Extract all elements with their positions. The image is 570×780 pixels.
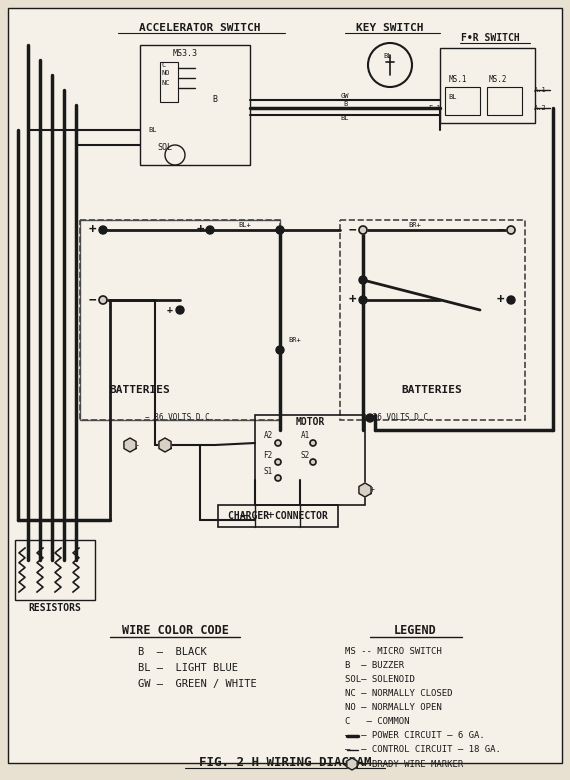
Text: BL−: BL− [161, 441, 175, 449]
Text: ACCELERATOR SWITCH: ACCELERATOR SWITCH [139, 23, 260, 33]
Bar [340, 220, 525, 420]
Text: B: B [213, 95, 218, 105]
Text: MS3.3: MS3.3 [173, 48, 197, 58]
Circle shape [275, 459, 281, 465]
Text: KEY SWITCH: KEY SWITCH [356, 23, 424, 33]
Text: +: + [167, 305, 173, 315]
Text: +: + [196, 224, 203, 236]
Text: −: − [88, 293, 96, 307]
Text: B  —  BLACK: B — BLACK [138, 647, 207, 657]
Polygon shape [359, 483, 371, 497]
Text: MS -- MICRO SWITCH: MS -- MICRO SWITCH [345, 647, 442, 657]
Circle shape [276, 226, 284, 234]
Text: GW —  GREEN / WHITE: GW — GREEN / WHITE [138, 679, 256, 689]
Text: NO — NORMALLY OPEN: NO — NORMALLY OPEN [345, 704, 442, 712]
Text: BR+: BR+ [409, 222, 421, 228]
Circle shape [310, 459, 316, 465]
Text: F.1: F.1 [429, 105, 441, 111]
Text: +: + [348, 293, 356, 307]
Text: −: − [496, 224, 504, 236]
Circle shape [206, 226, 214, 234]
Circle shape [275, 475, 281, 481]
Text: − 36 VOLTS D.C.: − 36 VOLTS D.C. [145, 413, 215, 423]
Text: A2: A2 [263, 431, 272, 439]
Text: A1: A1 [300, 431, 310, 439]
Text: +36 VOLTS D.C.: +36 VOLTS D.C. [368, 413, 433, 423]
Circle shape [310, 440, 316, 446]
Text: +: + [266, 509, 274, 523]
Circle shape [99, 226, 107, 234]
Text: MS.2: MS.2 [488, 76, 507, 84]
Text: B: B [343, 101, 347, 107]
Text: —  — POWER CIRCUIT – 6 GA.: — — POWER CIRCUIT – 6 GA. [345, 732, 484, 740]
Bar [218, 505, 338, 527]
Text: RESISTORS: RESISTORS [28, 603, 82, 613]
Text: MS.1: MS.1 [449, 76, 467, 84]
Text: CHARGER CONNECTOR: CHARGER CONNECTOR [228, 511, 328, 521]
Text: B  — BUZZER: B — BUZZER [345, 661, 404, 671]
Text: +: + [496, 293, 504, 307]
Text: A.2: A.2 [534, 105, 547, 111]
Bar [487, 87, 522, 115]
Text: +: + [88, 224, 96, 236]
Text: NC — NORMALLY CLOSED: NC — NORMALLY CLOSED [345, 690, 453, 699]
Text: —  — CONTROL CIRCUIT – 18 GA.: — — CONTROL CIRCUIT – 18 GA. [345, 746, 501, 754]
Bar [445, 87, 480, 115]
Text: ○  — BRADY WIRE MARKER: ○ — BRADY WIRE MARKER [345, 760, 463, 768]
Text: GL−: GL− [126, 441, 140, 449]
Text: BL: BL [149, 127, 157, 133]
Text: NO: NO [162, 70, 170, 76]
Bar [140, 45, 250, 165]
Text: −: − [348, 224, 356, 236]
Text: F2: F2 [263, 451, 272, 459]
Bar [255, 415, 365, 505]
Circle shape [275, 440, 281, 446]
Text: GW: GW [341, 93, 349, 99]
Bar [80, 220, 280, 420]
Text: −: − [239, 509, 247, 523]
Bar [440, 48, 535, 123]
Text: BL —  LIGHT BLUE: BL — LIGHT BLUE [138, 663, 238, 673]
Text: WIRE COLOR CODE: WIRE COLOR CODE [121, 623, 229, 636]
Text: C: C [162, 62, 166, 68]
Text: SOL— SOLENOID: SOL— SOLENOID [345, 675, 415, 685]
Circle shape [507, 296, 515, 304]
Circle shape [507, 226, 515, 234]
Bar [15, 540, 95, 600]
Text: S2: S2 [300, 451, 310, 459]
Text: BATTERIES: BATTERIES [402, 385, 462, 395]
Polygon shape [124, 438, 136, 452]
Polygon shape [159, 438, 171, 452]
Circle shape [176, 306, 184, 314]
Circle shape [366, 414, 374, 422]
Polygon shape [347, 758, 357, 770]
Circle shape [359, 296, 367, 304]
Text: LEGEND: LEGEND [394, 623, 437, 636]
Text: BL+: BL+ [239, 222, 251, 228]
Text: F•R SWITCH: F•R SWITCH [461, 33, 519, 43]
Text: SOL: SOL [157, 144, 173, 153]
Text: FIG. 2 H WIRING DIAGRAM: FIG. 2 H WIRING DIAGRAM [199, 757, 371, 770]
Text: NC: NC [162, 80, 170, 86]
Text: C   — COMMON: C — COMMON [345, 718, 409, 726]
Text: BL: BL [384, 53, 392, 59]
Circle shape [276, 346, 284, 354]
Text: A.1: A.1 [534, 87, 547, 93]
Text: MOTOR: MOTOR [295, 417, 325, 427]
Circle shape [99, 296, 107, 304]
Text: BL: BL [449, 94, 457, 100]
Text: CR+: CR+ [361, 485, 375, 495]
Bar [80, 220, 280, 420]
Circle shape [359, 226, 367, 234]
Bar [160, 62, 178, 102]
Text: BL: BL [341, 115, 349, 121]
Circle shape [359, 276, 367, 284]
Text: S1: S1 [263, 467, 272, 477]
Text: BR+: BR+ [288, 337, 302, 343]
Text: BATTERIES: BATTERIES [109, 385, 170, 395]
